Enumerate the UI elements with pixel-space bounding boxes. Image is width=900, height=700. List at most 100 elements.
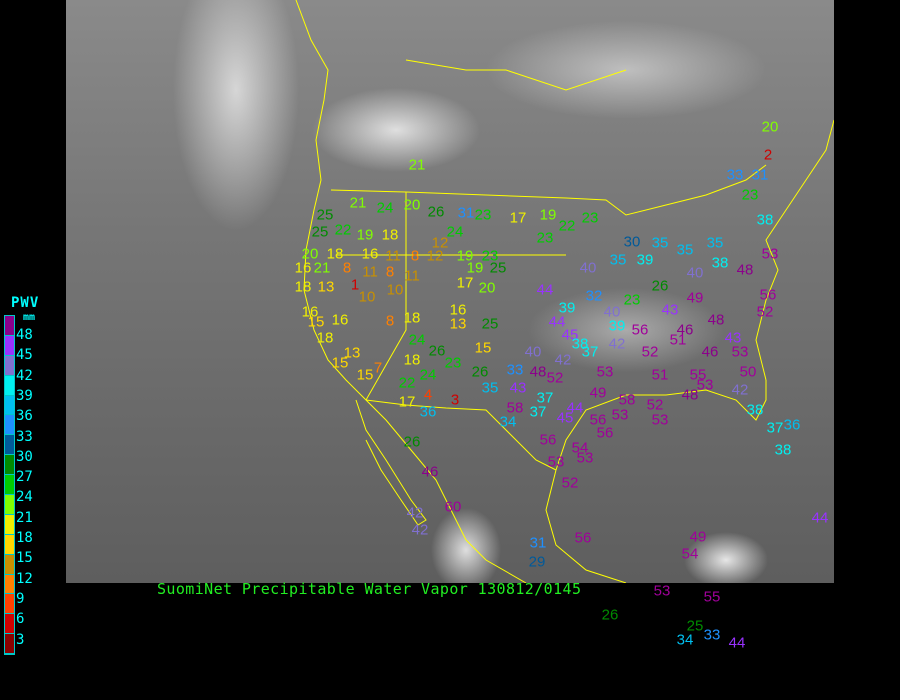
legend-swatch <box>5 455 14 476</box>
station-pwv-value: 42 <box>406 504 424 522</box>
station-pwv-value: 2 <box>763 146 773 164</box>
west-coastline <box>295 0 527 583</box>
station-pwv-value: 52 <box>646 396 664 414</box>
station-pwv-value: 23 <box>623 291 641 309</box>
station-pwv-value: 18 <box>316 329 334 347</box>
station-pwv-value: 16 <box>294 259 312 277</box>
station-pwv-value: 33 <box>703 626 721 644</box>
east-coastline <box>755 119 834 381</box>
station-pwv-value: 26 <box>601 606 619 624</box>
station-pwv-value: 58 <box>506 399 524 417</box>
station-pwv-value: 10 <box>386 281 404 299</box>
station-pwv-value: 56 <box>589 411 607 429</box>
station-pwv-value: 24 <box>408 331 426 349</box>
station-pwv-value: 1 <box>350 276 360 294</box>
legend-color-bar <box>4 315 15 656</box>
station-pwv-value: 16 <box>301 303 319 321</box>
station-pwv-value: 56 <box>631 321 649 339</box>
legend-swatch <box>5 574 14 595</box>
legend-title: PWV <box>11 295 40 311</box>
station-pwv-value: 34 <box>499 413 517 431</box>
station-pwv-value: 22 <box>558 217 576 235</box>
station-pwv-value: 13 <box>343 344 361 362</box>
station-pwv-value: 19 <box>356 226 374 244</box>
station-pwv-value: 15 <box>307 313 325 331</box>
map-boundaries <box>295 0 834 583</box>
station-pwv-value: 42 <box>411 521 429 539</box>
station-pwv-value: 18 <box>403 351 421 369</box>
station-pwv-value: 36 <box>783 416 801 434</box>
legend-swatch <box>5 594 14 615</box>
station-pwv-value: 39 <box>558 299 576 317</box>
station-pwv-value: 19 <box>456 247 474 265</box>
legend-swatch <box>5 316 14 336</box>
legend-tick-label: 21 <box>16 509 33 526</box>
station-pwv-value: 35 <box>609 251 627 269</box>
station-pwv-value: 35 <box>651 234 669 252</box>
station-pwv-value: 31 <box>457 204 475 222</box>
station-pwv-value: 24 <box>419 366 437 384</box>
station-pwv-value: 52 <box>561 474 579 492</box>
station-pwv-value: 48 <box>529 363 547 381</box>
station-pwv-value: 44 <box>566 399 584 417</box>
station-pwv-value: 52 <box>546 369 564 387</box>
station-pwv-value: 53 <box>576 449 594 467</box>
gulf-coastline <box>555 380 767 471</box>
station-pwv-value: 19 <box>539 206 557 224</box>
station-pwv-value: 25 <box>481 315 499 333</box>
station-pwv-value: 37 <box>581 343 599 361</box>
legend-tick-label: 42 <box>16 367 33 384</box>
station-pwv-value: 55 <box>689 366 707 384</box>
station-pwv-value: 38 <box>746 401 764 419</box>
station-pwv-value: 46 <box>676 321 694 339</box>
station-pwv-value: 25 <box>316 206 334 224</box>
station-pwv-value: 52 <box>641 343 659 361</box>
station-pwv-value: 50 <box>739 363 757 381</box>
legend-swatch <box>5 614 14 635</box>
state-lines <box>365 192 407 401</box>
station-pwv-value: 8 <box>385 312 395 330</box>
map-title: SuomiNet Precipitable Water Vapor 130812… <box>157 580 582 598</box>
station-pwv-value: 26 <box>428 342 446 360</box>
station-pwv-value: 18 <box>403 309 421 327</box>
legend-swatch <box>5 435 14 456</box>
station-pwv-value: 40 <box>603 303 621 321</box>
station-pwv-value: 53 <box>547 453 565 471</box>
station-pwv-value: 20 <box>403 196 421 214</box>
station-pwv-value: 37 <box>536 389 554 407</box>
station-pwv-value: 42 <box>608 335 626 353</box>
station-pwv-value: 21 <box>408 156 426 174</box>
station-pwv-value: 48 <box>736 261 754 279</box>
satellite-map <box>66 0 834 583</box>
station-pwv-value: 44 <box>536 281 554 299</box>
station-pwv-value: 45 <box>556 409 574 427</box>
station-pwv-value: 42 <box>554 351 572 369</box>
station-pwv-value: 7 <box>373 359 383 377</box>
station-pwv-value: 39 <box>636 251 654 269</box>
legend-tick-label: 9 <box>16 590 25 607</box>
station-pwv-value: 18 <box>381 226 399 244</box>
baja-coastline <box>355 399 427 526</box>
station-pwv-value: 24 <box>446 223 464 241</box>
station-pwv-value: 56 <box>596 424 614 442</box>
station-pwv-value: 8 <box>342 259 352 277</box>
station-pwv-value: 53 <box>696 376 714 394</box>
station-pwv-value: 45 <box>561 326 579 344</box>
legend-swatch <box>5 395 14 416</box>
station-pwv-value: 48 <box>681 386 699 404</box>
station-pwv-value: 33 <box>726 166 744 184</box>
station-pwv-value: 22 <box>398 374 416 392</box>
station-pwv-value: 35 <box>706 234 724 252</box>
station-pwv-value: 25 <box>489 259 507 277</box>
station-pwv-value: 53 <box>653 582 671 600</box>
station-pwv-value: 40 <box>524 343 542 361</box>
station-pwv-value: 3 <box>450 391 460 409</box>
station-pwv-value: 24 <box>376 199 394 217</box>
station-pwv-value: 8 <box>410 247 420 265</box>
station-pwv-value: 18 <box>294 278 312 296</box>
station-pwv-value: 21 <box>313 259 331 277</box>
station-pwv-value: 53 <box>761 245 779 263</box>
station-pwv-value: 11 <box>362 263 378 281</box>
station-pwv-value: 15 <box>474 339 492 357</box>
station-pwv-value: 23 <box>536 229 554 247</box>
